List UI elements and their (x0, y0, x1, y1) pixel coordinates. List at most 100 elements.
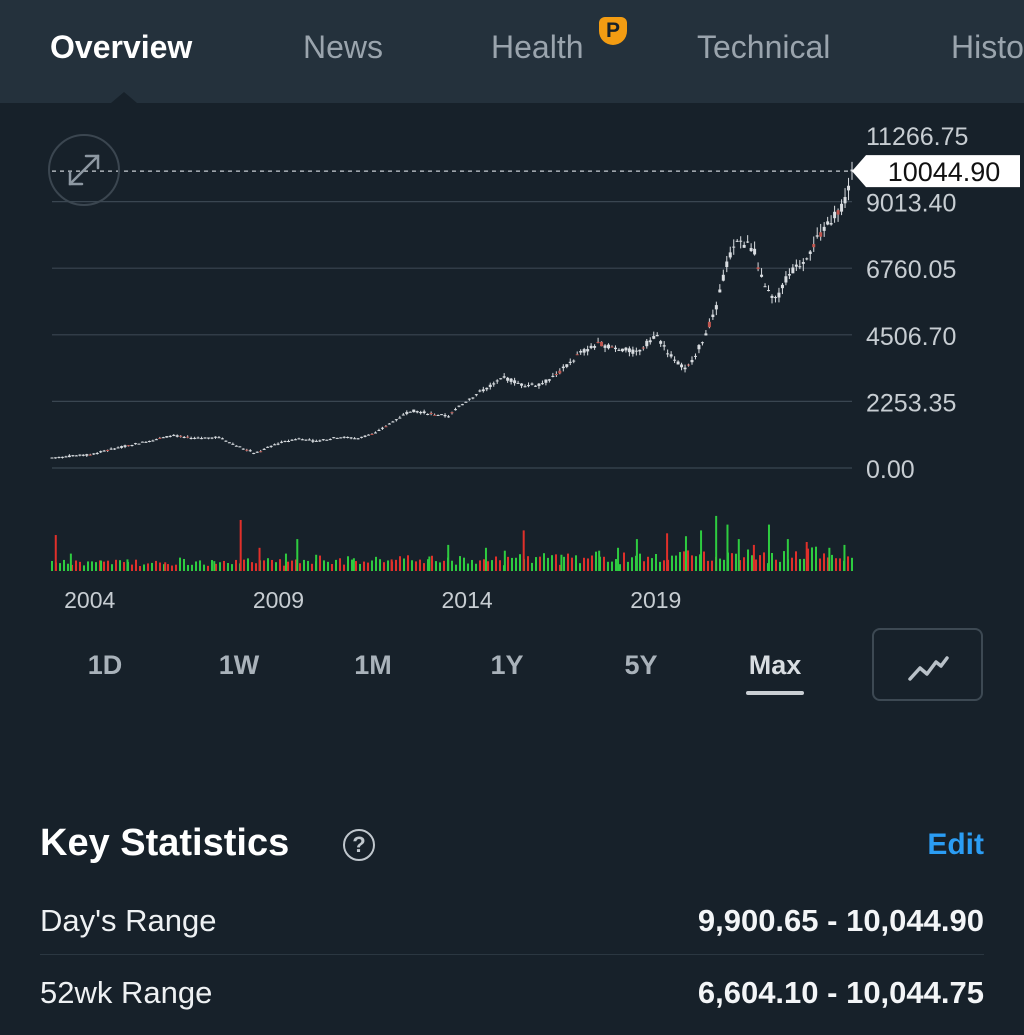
expand-chart-button[interactable] (48, 134, 120, 206)
volume-bar (471, 559, 473, 571)
candle-body (293, 439, 297, 441)
candle-body (140, 441, 144, 443)
candle-body (464, 401, 468, 403)
candle-body (669, 354, 673, 357)
volume-bar (571, 557, 573, 571)
tab-health[interactable]: Health (491, 29, 584, 65)
candle-body (300, 439, 304, 441)
volume-bar (567, 553, 569, 571)
candle-body (610, 346, 614, 348)
candle-body (401, 414, 405, 416)
candle-body (168, 435, 172, 437)
volume-bar (475, 563, 477, 571)
volume-bar (126, 559, 129, 571)
volume-bar (54, 535, 57, 571)
candle-body (725, 261, 729, 268)
volume-bar (347, 556, 349, 571)
volume-bar (279, 559, 281, 571)
volume-bar (239, 519, 242, 571)
candle-body (224, 440, 228, 442)
volume-bar (551, 555, 553, 571)
candle-body (109, 448, 113, 450)
price-candles (50, 161, 854, 459)
candle-body (631, 349, 635, 354)
help-icon[interactable]: ? (343, 829, 375, 861)
candle-body (186, 436, 190, 438)
volume-bar (51, 560, 53, 571)
volume-bar (687, 550, 689, 571)
tab-overview[interactable]: Overview (50, 29, 193, 65)
x-tick-label: 2019 (630, 587, 681, 613)
volume-bar (752, 544, 755, 571)
volume-bar (327, 561, 329, 571)
range-1m[interactable]: 1M (354, 650, 392, 680)
price-chart[interactable]: 11266.75 9013.40 6760.05 4506.70 2253.35 0.00… (0, 103, 1024, 623)
volume-bar (751, 555, 753, 571)
edit-statistics-link[interactable]: Edit (927, 828, 984, 861)
candle-body (113, 448, 117, 450)
candle-body (481, 389, 485, 392)
volume-bar (835, 558, 837, 571)
y-tick-label: 9013.40 (866, 190, 956, 218)
volume-bar (795, 551, 797, 571)
volume-bar (351, 559, 353, 571)
tab-history[interactable]: Histo (951, 29, 1024, 65)
volume-bar (175, 564, 177, 571)
volume-bar (151, 562, 153, 571)
candle-body (582, 349, 586, 353)
stat-row-days-range: Day's Range 9,900.65 - 10,044.90 (40, 903, 984, 963)
candle-body (488, 384, 492, 387)
range-1w[interactable]: 1W (218, 650, 260, 680)
tab-technical[interactable]: Technical (697, 29, 831, 65)
candle-body (102, 450, 106, 452)
volume-bar (555, 554, 557, 571)
candle-body (544, 379, 548, 383)
volume-bar (59, 563, 61, 571)
candle-body (530, 383, 534, 385)
range-5y[interactable]: 5Y (624, 650, 658, 680)
candle-body (558, 370, 562, 374)
range-1y[interactable]: 1Y (490, 650, 524, 680)
volume-bar (203, 564, 205, 571)
candle-body (808, 251, 812, 254)
candle-body (311, 440, 315, 442)
candle-body (370, 433, 374, 435)
x-tick-label: 2014 (442, 587, 493, 613)
volume-bar (543, 553, 545, 571)
candle-body (335, 437, 339, 439)
candle-body (78, 454, 82, 456)
volume-bar (479, 560, 481, 571)
candle-body (433, 414, 437, 416)
candle-body (478, 390, 482, 392)
pro-badge-icon: P (599, 17, 627, 45)
range-max[interactable]: Max (748, 650, 802, 680)
volume-bar (431, 555, 433, 571)
candle-body (158, 437, 162, 439)
candle-body (213, 436, 217, 438)
candle-body (819, 232, 823, 237)
candle-body (151, 440, 155, 442)
volume-bar (483, 559, 485, 571)
chart-type-button[interactable] (872, 628, 983, 701)
candle-body (210, 437, 214, 439)
volume-bar (491, 560, 493, 571)
candle-body (57, 456, 61, 458)
tab-news[interactable]: News (303, 29, 384, 65)
candle-body (770, 295, 774, 298)
candle-body (116, 447, 120, 449)
volume-bar (71, 564, 73, 571)
candle-body (798, 266, 802, 268)
candle-body (172, 434, 176, 436)
volume-bar (711, 560, 713, 571)
candle-body (120, 446, 124, 448)
volume-bar (851, 557, 853, 571)
candle-body (620, 348, 624, 352)
volume-bar (739, 560, 741, 571)
volume-bar (731, 553, 733, 571)
range-1d[interactable]: 1D (87, 650, 123, 680)
candle-body (182, 436, 186, 438)
candle-body (707, 321, 711, 328)
candle-body (443, 415, 447, 417)
volume-bar (227, 563, 229, 571)
volume-bar (631, 557, 633, 571)
